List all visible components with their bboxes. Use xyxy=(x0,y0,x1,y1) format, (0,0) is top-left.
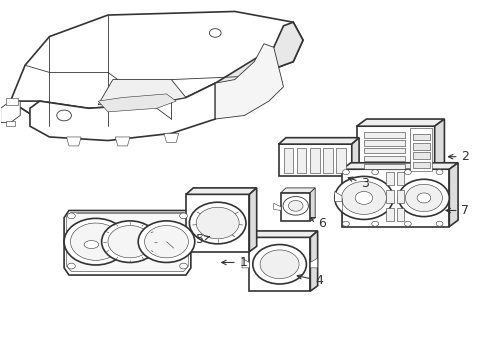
Circle shape xyxy=(189,202,245,244)
Polygon shape xyxy=(10,83,224,126)
Polygon shape xyxy=(363,164,405,169)
Polygon shape xyxy=(385,208,393,221)
Circle shape xyxy=(209,29,221,37)
Ellipse shape xyxy=(84,240,99,248)
Polygon shape xyxy=(278,144,351,176)
Polygon shape xyxy=(10,12,303,126)
Circle shape xyxy=(405,184,442,212)
Polygon shape xyxy=(163,134,178,142)
Polygon shape xyxy=(98,80,185,105)
Polygon shape xyxy=(249,231,317,237)
Text: 6: 6 xyxy=(310,216,325,230)
Polygon shape xyxy=(363,148,405,153)
Circle shape xyxy=(252,244,306,284)
Polygon shape xyxy=(396,190,404,203)
Polygon shape xyxy=(412,134,429,140)
Polygon shape xyxy=(64,211,190,275)
Circle shape xyxy=(435,221,442,226)
Polygon shape xyxy=(434,119,444,173)
Polygon shape xyxy=(323,148,332,173)
Text: 5: 5 xyxy=(195,233,209,246)
Polygon shape xyxy=(351,138,358,176)
Circle shape xyxy=(138,221,194,262)
Polygon shape xyxy=(396,172,404,185)
Text: 2: 2 xyxy=(447,150,468,163)
Circle shape xyxy=(70,223,121,260)
Circle shape xyxy=(64,219,127,265)
Circle shape xyxy=(67,263,75,269)
Circle shape xyxy=(288,201,303,211)
Polygon shape xyxy=(296,148,306,173)
Polygon shape xyxy=(385,172,393,185)
Polygon shape xyxy=(335,148,345,173)
Circle shape xyxy=(179,213,187,219)
Text: 7: 7 xyxy=(445,204,468,217)
Circle shape xyxy=(260,250,299,279)
Polygon shape xyxy=(448,163,457,226)
Polygon shape xyxy=(115,137,130,146)
Polygon shape xyxy=(363,156,405,161)
Polygon shape xyxy=(412,152,429,159)
Circle shape xyxy=(67,213,75,219)
Polygon shape xyxy=(283,148,293,173)
Polygon shape xyxy=(0,101,20,123)
Bar xyxy=(5,98,18,105)
Polygon shape xyxy=(273,203,281,211)
Polygon shape xyxy=(98,94,176,112)
Polygon shape xyxy=(281,193,310,221)
Polygon shape xyxy=(310,258,317,268)
Polygon shape xyxy=(310,231,317,291)
Circle shape xyxy=(435,170,442,175)
Polygon shape xyxy=(66,137,81,146)
Circle shape xyxy=(404,221,410,226)
Circle shape xyxy=(334,176,392,220)
Circle shape xyxy=(283,197,308,215)
Circle shape xyxy=(144,226,188,258)
Polygon shape xyxy=(310,188,315,221)
Polygon shape xyxy=(363,140,405,145)
Polygon shape xyxy=(185,194,249,252)
Polygon shape xyxy=(356,119,444,126)
Polygon shape xyxy=(281,188,315,193)
Polygon shape xyxy=(66,212,188,271)
Circle shape xyxy=(179,263,187,269)
Polygon shape xyxy=(278,138,358,144)
Polygon shape xyxy=(215,22,303,90)
Circle shape xyxy=(342,170,348,175)
Circle shape xyxy=(398,179,448,217)
Polygon shape xyxy=(334,192,341,202)
Polygon shape xyxy=(215,44,283,119)
Circle shape xyxy=(102,221,158,262)
Circle shape xyxy=(371,221,378,226)
Polygon shape xyxy=(412,143,429,149)
Circle shape xyxy=(404,170,410,175)
Polygon shape xyxy=(385,190,393,203)
Polygon shape xyxy=(409,128,431,171)
Polygon shape xyxy=(249,237,310,291)
Polygon shape xyxy=(249,188,256,252)
Polygon shape xyxy=(356,126,434,173)
Circle shape xyxy=(416,193,430,203)
Polygon shape xyxy=(341,169,448,226)
Circle shape xyxy=(57,110,71,121)
Circle shape xyxy=(341,181,386,215)
Circle shape xyxy=(108,226,152,258)
Text: 1: 1 xyxy=(221,256,247,269)
Polygon shape xyxy=(242,258,249,268)
Polygon shape xyxy=(363,132,405,138)
Circle shape xyxy=(354,192,372,204)
Polygon shape xyxy=(341,163,457,169)
Text: 4: 4 xyxy=(297,274,323,287)
Polygon shape xyxy=(396,208,404,221)
Polygon shape xyxy=(412,162,429,168)
Text: 3: 3 xyxy=(347,177,368,190)
Circle shape xyxy=(371,170,378,175)
Polygon shape xyxy=(30,83,215,140)
Bar xyxy=(5,121,15,126)
Circle shape xyxy=(196,207,239,239)
Circle shape xyxy=(342,221,348,226)
Polygon shape xyxy=(309,148,319,173)
Polygon shape xyxy=(185,188,256,194)
